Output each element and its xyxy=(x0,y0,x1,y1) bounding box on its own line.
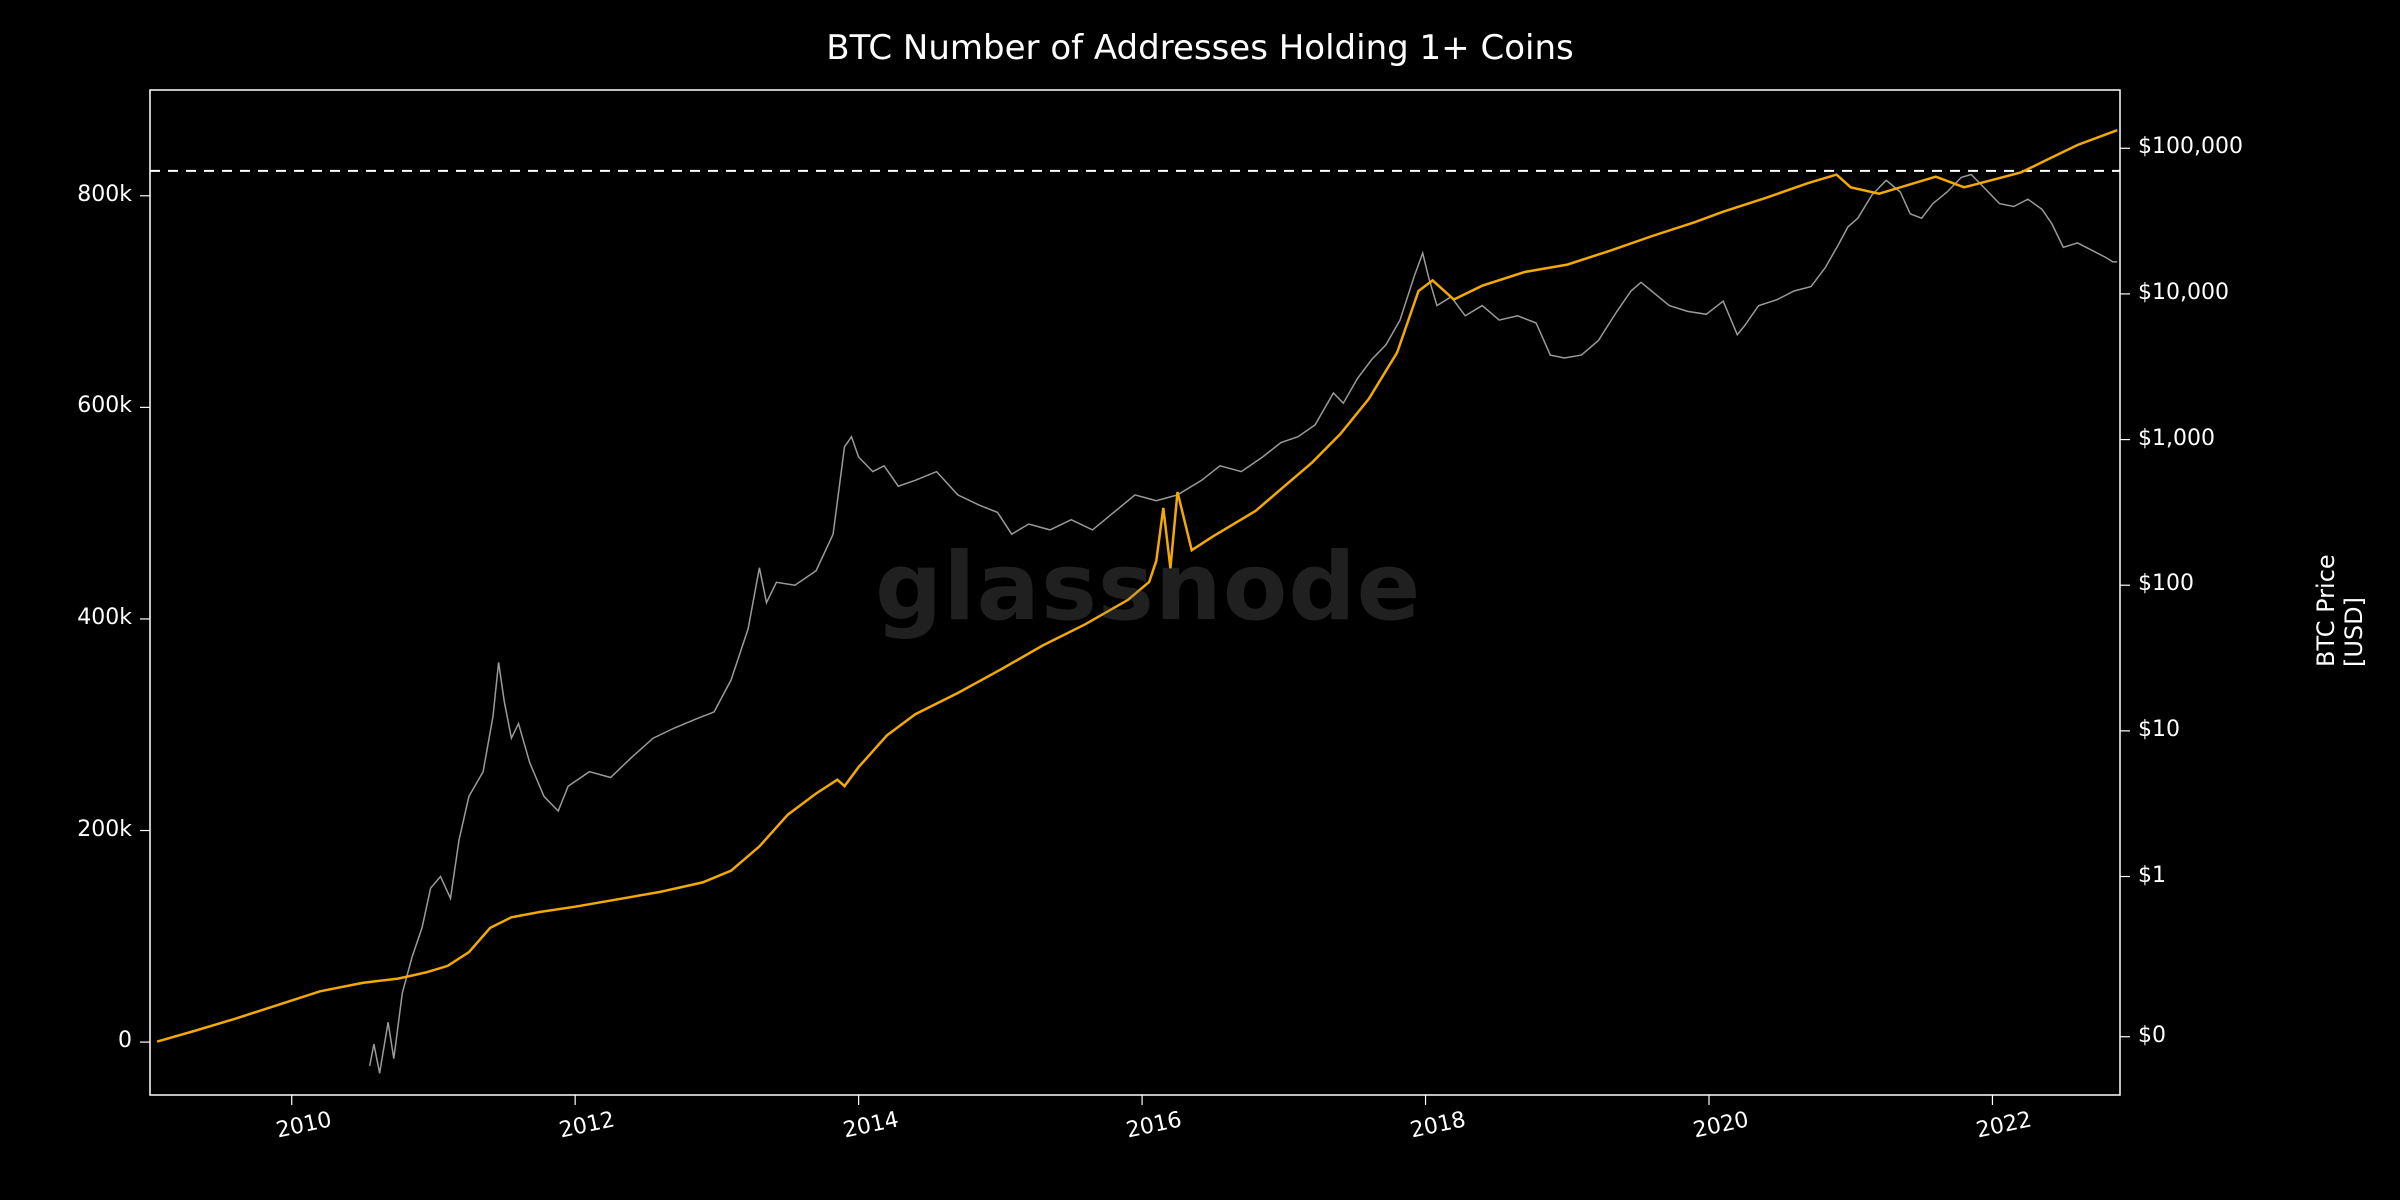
axis-tick-label: $100,000 xyxy=(2138,134,2243,159)
axis-tick-label: $10 xyxy=(2138,717,2180,742)
axis-tick-label: $10,000 xyxy=(2138,280,2229,305)
axis-tick-label: 400k xyxy=(77,605,132,630)
y-right-axis-title: BTC Price [USD] xyxy=(2312,547,2368,667)
axis-tick-label: $1,000 xyxy=(2138,426,2215,451)
axis-tick-label: 800k xyxy=(77,182,132,207)
axis-tick-label: 600k xyxy=(77,393,132,418)
watermark-text: glassnode xyxy=(875,533,1421,642)
axis-tick-label: 200k xyxy=(77,817,132,842)
axis-tick-label: $0 xyxy=(2138,1023,2166,1048)
axis-tick-label: $1 xyxy=(2138,863,2166,888)
axis-tick-label: $100 xyxy=(2138,571,2194,596)
axis-tick-label: 0 xyxy=(118,1028,132,1053)
